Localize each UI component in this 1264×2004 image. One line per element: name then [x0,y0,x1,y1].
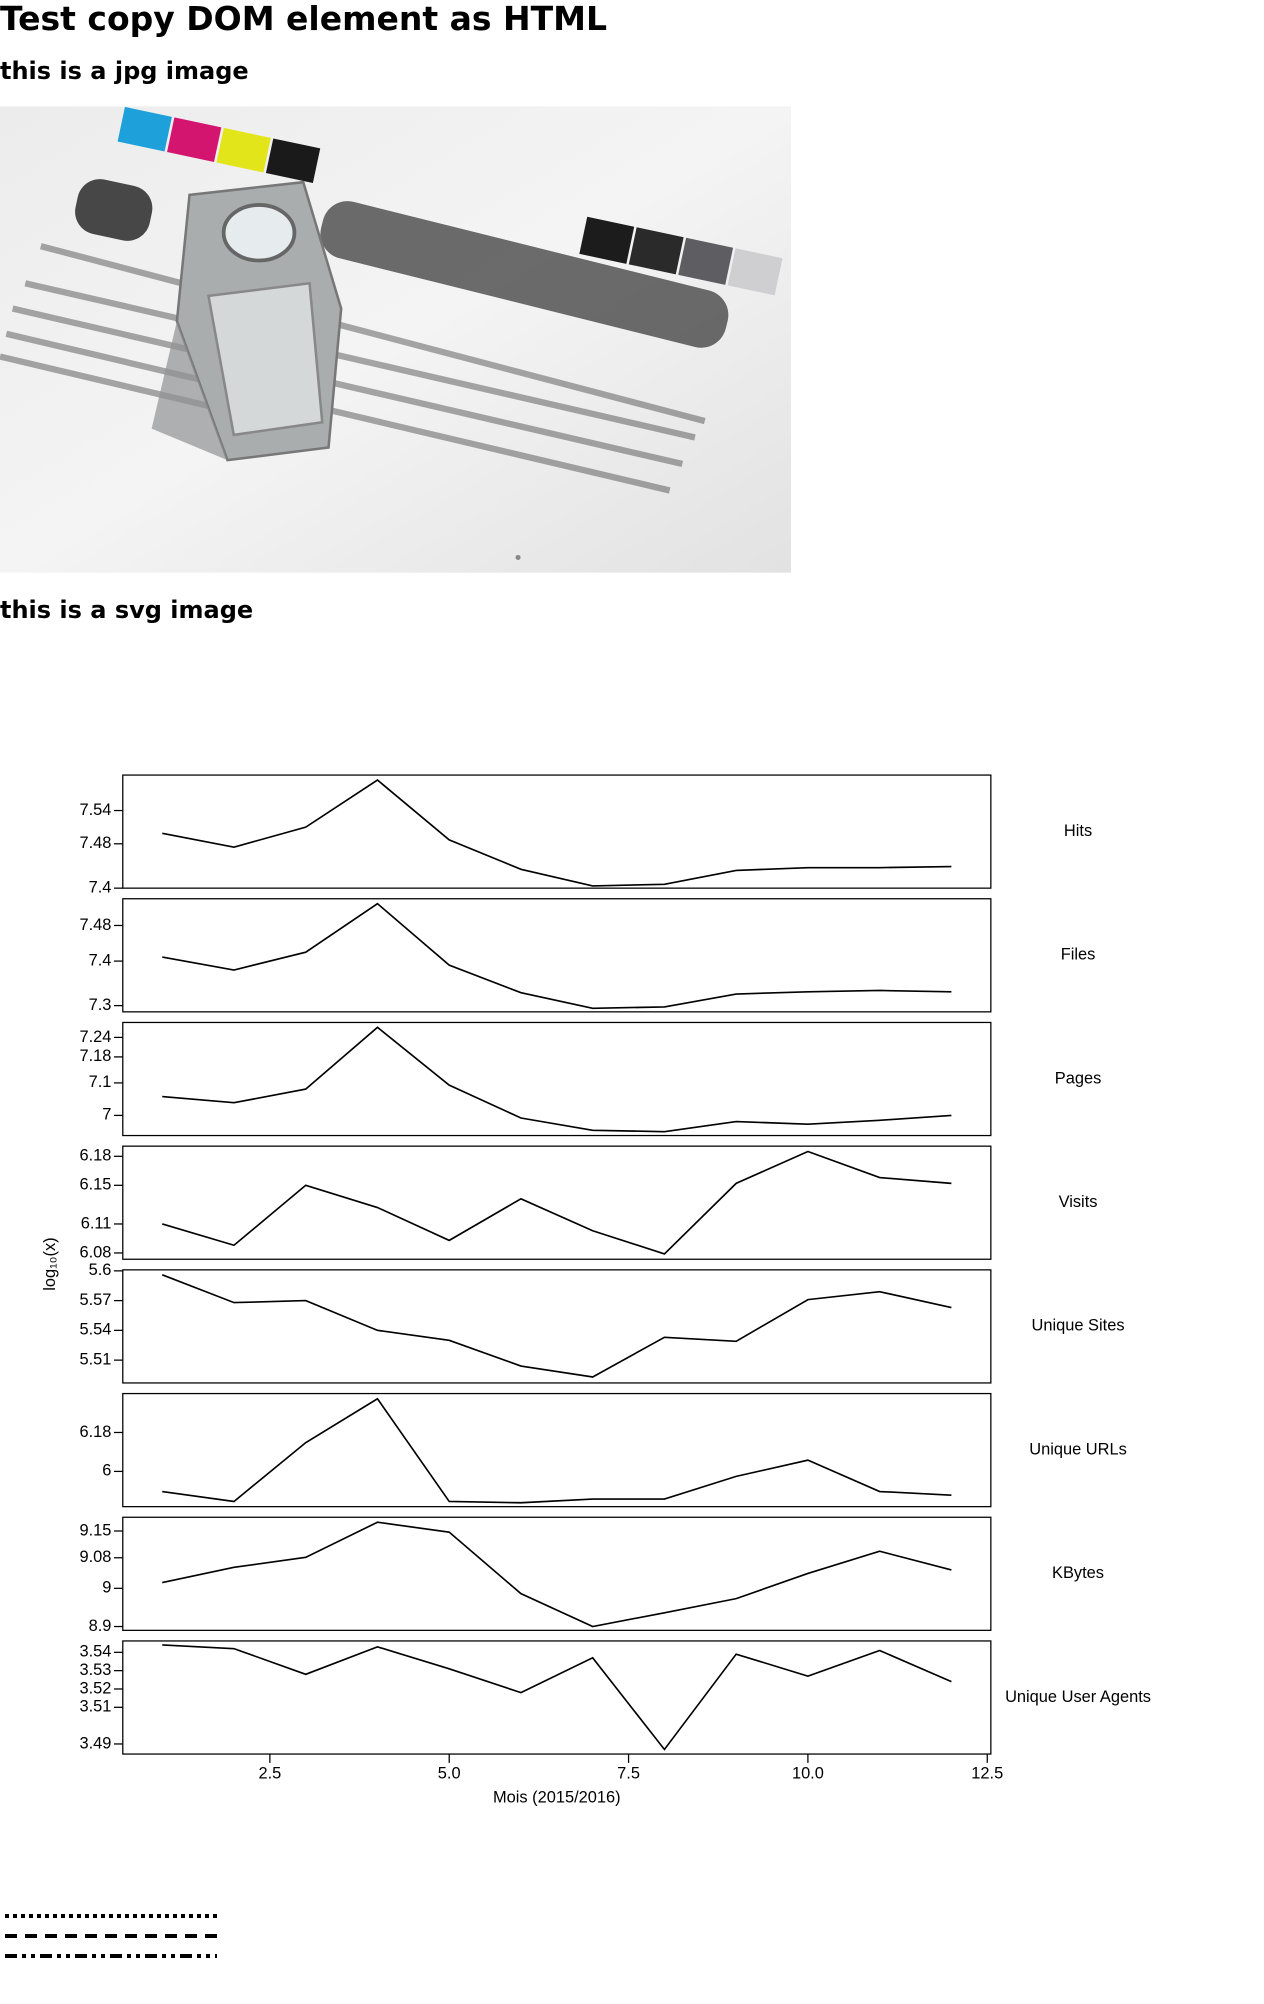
y-tick-label: 6.18 [79,1147,111,1165]
panel-label: Unique User Agents [1005,1688,1151,1706]
data-line [162,1397,952,1504]
data-line [162,902,952,1010]
y-tick-label: 6.08 [79,1243,111,1261]
section-heading: this is a svg image [0,596,254,624]
x-tick-label: 12.5 [971,1765,1003,1783]
x-axis-label: Mois (2015/2016) [493,1789,621,1807]
panel-frame [122,1392,992,1508]
data-line [162,1644,952,1751]
panel-label: Hits [1064,822,1092,840]
y-tick-label: 5.51 [79,1350,111,1368]
data-line [162,1026,952,1133]
panel-frame [122,1021,992,1137]
panel-label: Visits [1059,1193,1098,1211]
y-tick-label: 3.53 [79,1661,111,1679]
panel-frame [122,898,992,1013]
x-tick-label: 10.0 [792,1765,824,1783]
y-tick-label: 7.48 [79,834,111,852]
panel-frame [122,774,992,889]
y-tick-label: 7.4 [89,878,112,896]
y-tick-label: 3.54 [79,1643,111,1661]
y-tick-label: 3.51 [79,1698,111,1716]
panel-label: Unique Sites [1032,1317,1125,1335]
chart: log₁₀(x) 7.4 7.48 7.54 Hits 7.3 7.4 7.48 Files 7… [41,774,1151,1807]
y-tick-label: 7.18 [79,1047,111,1065]
y-tick-label: 9 [102,1579,111,1597]
line-style-samples [5,1914,217,1958]
data-line [162,1150,952,1255]
y-tick-label: 9.15 [79,1521,111,1539]
x-tick-label: 7.5 [617,1765,640,1783]
data-line [162,1521,952,1628]
panel-frame [122,1145,992,1260]
y-axis-label: log₁₀(x) [41,1237,59,1290]
y-tick-label: 7.48 [79,916,111,934]
y-tick-label: 5.54 [79,1321,111,1339]
jpg-image [0,106,791,573]
y-tick-label: 7.1 [89,1073,112,1091]
x-tick-label: 5.0 [438,1765,461,1783]
data-line [161,1274,952,1378]
panel-label: Files [1061,946,1096,964]
panel-label: KBytes [1052,1564,1104,1582]
y-tick-label: 7.24 [79,1028,111,1046]
y-tick-label: 6.15 [79,1176,111,1194]
panel-frame [122,1269,992,1384]
x-tick-label: 2.5 [258,1765,281,1783]
y-tick-label: 7 [102,1106,111,1124]
panel-frame [122,1640,992,1755]
y-tick-label: 9.08 [79,1548,111,1566]
y-tick-label: 5.57 [79,1291,111,1309]
y-tick-label: 3.49 [79,1734,111,1752]
y-tick-label: 7.54 [79,801,111,819]
y-tick-label: 8.9 [89,1617,112,1635]
y-tick-label: 7.4 [89,951,112,969]
page-title: Test copy DOM element as HTML [0,0,608,38]
section-heading: this is a jpg image [0,57,249,85]
y-tick-label: 6.11 [81,1214,112,1232]
panel-label: Pages [1055,1069,1102,1087]
y-tick-label: 5.6 [89,1261,112,1279]
panel-frame [122,1516,992,1631]
y-tick-label: 6 [102,1462,111,1480]
data-line [162,779,952,887]
y-tick-label: 6.18 [79,1423,111,1441]
y-tick-label: 3.52 [79,1679,111,1697]
panel-label: Unique URLs [1029,1440,1127,1458]
y-tick-label: 7.3 [89,996,112,1014]
